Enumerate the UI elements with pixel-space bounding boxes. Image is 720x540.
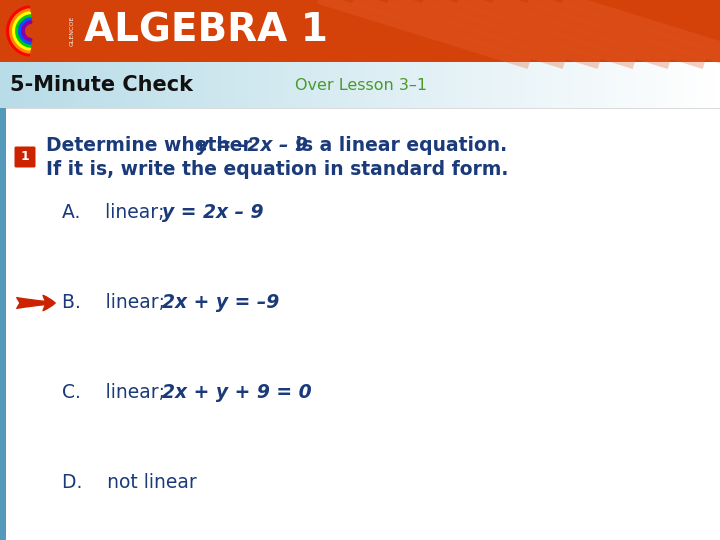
Text: Over Lesson 3–1: Over Lesson 3–1 xyxy=(295,78,427,92)
Bar xyxy=(0,47,720,48)
Bar xyxy=(0,36,720,37)
Bar xyxy=(0,39,720,40)
Bar xyxy=(0,11,720,12)
Bar xyxy=(0,58,720,59)
Bar xyxy=(0,48,720,49)
Text: 1: 1 xyxy=(21,151,30,164)
Bar xyxy=(0,8,720,9)
Bar xyxy=(0,5,720,6)
FancyBboxPatch shape xyxy=(14,146,35,167)
Bar xyxy=(0,19,720,20)
Bar xyxy=(0,30,720,31)
Bar xyxy=(0,17,720,18)
Bar xyxy=(0,1,720,2)
Bar xyxy=(0,49,720,50)
Bar xyxy=(0,3,720,4)
Bar xyxy=(0,21,720,22)
Text: y = –2x – 9: y = –2x – 9 xyxy=(197,136,307,155)
Bar xyxy=(0,22,720,23)
Bar xyxy=(0,6,720,7)
Bar xyxy=(0,108,6,540)
Bar xyxy=(0,61,720,62)
Bar xyxy=(0,0,720,1)
Bar xyxy=(0,60,720,61)
Bar xyxy=(0,43,720,44)
Bar xyxy=(0,24,720,25)
Bar xyxy=(0,40,720,41)
Bar xyxy=(0,0,720,62)
Bar xyxy=(0,41,720,42)
Bar xyxy=(0,53,720,54)
Text: y = 2x – 9: y = 2x – 9 xyxy=(163,204,264,222)
Text: C.  linear;: C. linear; xyxy=(62,383,171,402)
Bar xyxy=(0,50,720,51)
Text: D.  not linear: D. not linear xyxy=(62,474,197,492)
Bar xyxy=(0,23,720,24)
Bar xyxy=(0,18,720,19)
Text: GLENCOE: GLENCOE xyxy=(70,16,74,46)
Bar xyxy=(0,54,720,55)
Bar xyxy=(0,42,720,43)
Bar xyxy=(0,31,720,32)
Bar xyxy=(0,20,720,21)
Bar xyxy=(0,26,720,27)
Text: is a linear equation.: is a linear equation. xyxy=(289,136,507,155)
Bar xyxy=(0,37,720,38)
Bar xyxy=(0,46,720,47)
Bar xyxy=(0,57,720,58)
Bar xyxy=(0,45,720,46)
Text: If it is, write the equation in standard form.: If it is, write the equation in standard… xyxy=(46,160,508,179)
Text: 2x + y = –9: 2x + y = –9 xyxy=(163,294,279,313)
Text: 2x + y + 9 = 0: 2x + y + 9 = 0 xyxy=(163,383,312,402)
Text: A.  linear;: A. linear; xyxy=(62,204,171,222)
Bar xyxy=(0,14,720,15)
Bar xyxy=(6,108,720,540)
Bar xyxy=(0,55,720,56)
Bar xyxy=(0,10,720,11)
Bar xyxy=(0,34,720,35)
Bar xyxy=(0,52,720,53)
Bar xyxy=(0,27,720,28)
Text: B.  linear;: B. linear; xyxy=(62,294,171,313)
Bar xyxy=(0,44,720,45)
Bar xyxy=(0,59,720,60)
Bar xyxy=(0,33,720,34)
Text: Determine whether: Determine whether xyxy=(46,136,258,155)
Bar xyxy=(0,15,720,16)
Bar xyxy=(0,9,720,10)
Bar xyxy=(0,4,720,5)
Text: ALGEBRA 1: ALGEBRA 1 xyxy=(84,12,328,50)
Text: 5-Minute Check: 5-Minute Check xyxy=(10,75,193,95)
Bar xyxy=(0,56,720,57)
Bar xyxy=(0,25,720,26)
Bar xyxy=(0,51,720,52)
Bar xyxy=(0,32,720,33)
Bar xyxy=(0,38,720,39)
Bar xyxy=(0,29,720,30)
Bar xyxy=(0,13,720,14)
Bar xyxy=(0,2,720,3)
Bar xyxy=(0,28,720,29)
Bar xyxy=(0,35,720,36)
Bar xyxy=(0,7,720,8)
Bar xyxy=(0,12,720,13)
Bar xyxy=(0,16,720,17)
